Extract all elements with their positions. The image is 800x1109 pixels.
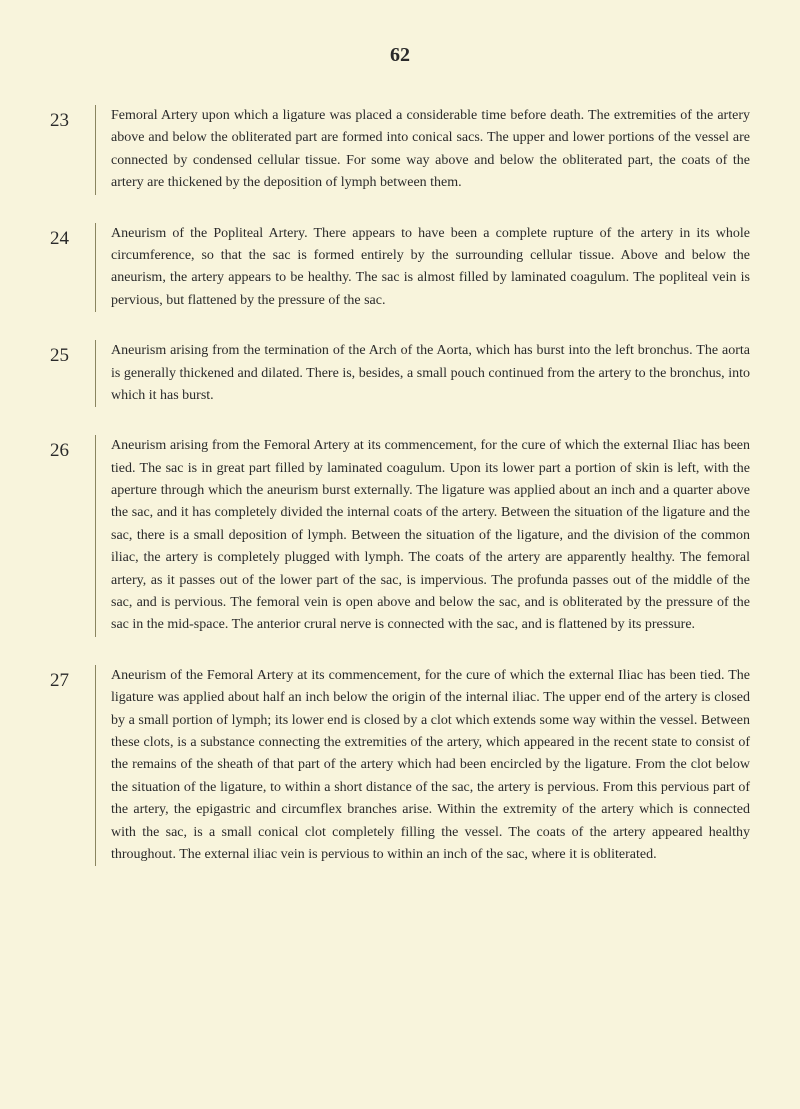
entry-text: Aneurism arising from the termination of…	[111, 340, 750, 407]
entry-23: 23 Femoral Artery upon which a ligature …	[50, 105, 750, 195]
entry-25: 25 Aneurism arising from the termination…	[50, 340, 750, 407]
entry-26: 26 Aneurism arising from the Femoral Art…	[50, 435, 750, 637]
entry-divider	[95, 340, 96, 407]
entry-number: 25	[50, 340, 95, 407]
entry-number: 23	[50, 105, 95, 195]
entry-text: Aneurism of the Femoral Artery at its co…	[111, 665, 750, 867]
entry-text: Aneurism arising from the Femoral Artery…	[111, 435, 750, 637]
entry-divider	[95, 223, 96, 313]
entry-number: 24	[50, 223, 95, 313]
entry-divider	[95, 105, 96, 195]
page-number: 62	[50, 40, 750, 70]
entry-24: 24 Aneurism of the Popliteal Artery. The…	[50, 223, 750, 313]
entry-divider	[95, 665, 96, 867]
entry-divider	[95, 435, 96, 637]
entry-number: 27	[50, 665, 95, 867]
entry-number: 26	[50, 435, 95, 637]
entry-text: Aneurism of the Popliteal Artery. There …	[111, 223, 750, 313]
entry-27: 27 Aneurism of the Femoral Artery at its…	[50, 665, 750, 867]
entry-text: Femoral Artery upon which a ligature was…	[111, 105, 750, 195]
